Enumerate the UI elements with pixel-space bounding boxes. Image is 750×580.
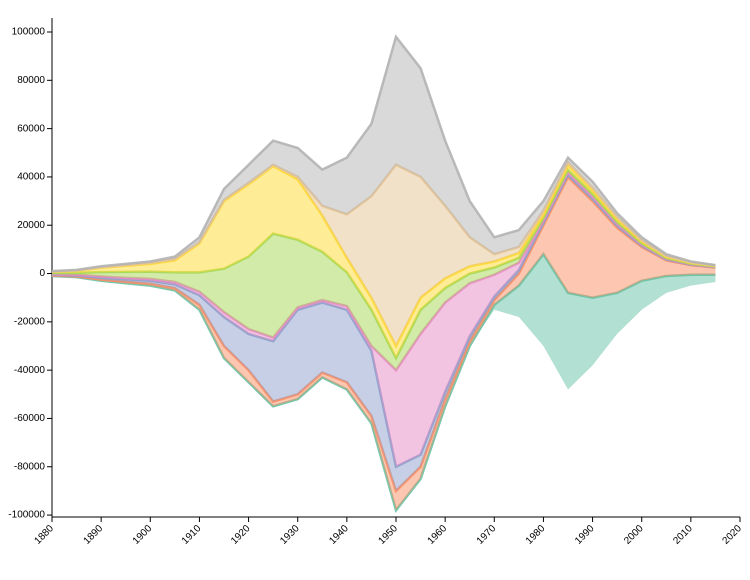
x-tick-label: 2020 — [720, 523, 744, 547]
stream-edge — [51, 34, 716, 273]
x-tick-label: 1900 — [131, 523, 155, 547]
stream-area — [52, 254, 716, 511]
x-tick-label: 1930 — [278, 523, 302, 547]
y-tick-label: -20000 — [14, 316, 46, 327]
x-tick-label: 1980 — [524, 523, 548, 547]
x-tick-label: 2000 — [622, 523, 646, 547]
y-tick-label: 100000 — [12, 27, 46, 38]
x-tick-label: 1910 — [180, 523, 204, 547]
y-tick-label: -40000 — [14, 365, 46, 376]
x-tick-label: 1960 — [426, 523, 450, 547]
stream-area — [52, 172, 716, 467]
x-tick-label: 1950 — [376, 523, 400, 547]
y-tick-label: 80000 — [17, 75, 45, 86]
stream-area — [52, 174, 716, 491]
x-tick-label: 2010 — [671, 523, 695, 547]
x-tick-label: 1990 — [573, 523, 597, 547]
y-tick-label: -60000 — [14, 413, 46, 424]
y-tick-label: 20000 — [17, 220, 45, 231]
x-tick-label: 1880 — [32, 523, 56, 547]
stream-area — [52, 36, 716, 272]
x-tick-label: 1970 — [475, 523, 499, 547]
y-tick-label: -100000 — [8, 510, 45, 521]
stream-area — [52, 176, 716, 511]
x-tick-label: 1940 — [327, 523, 351, 547]
stream-area — [52, 162, 716, 346]
y-tick-label: -80000 — [14, 461, 46, 472]
y-tick-label: 40000 — [17, 172, 45, 183]
y-tick-label: 60000 — [17, 123, 45, 134]
x-tick-label: 1890 — [82, 523, 106, 547]
x-tick-label: 1920 — [229, 523, 253, 547]
y-tick-label: 0 — [39, 268, 45, 279]
